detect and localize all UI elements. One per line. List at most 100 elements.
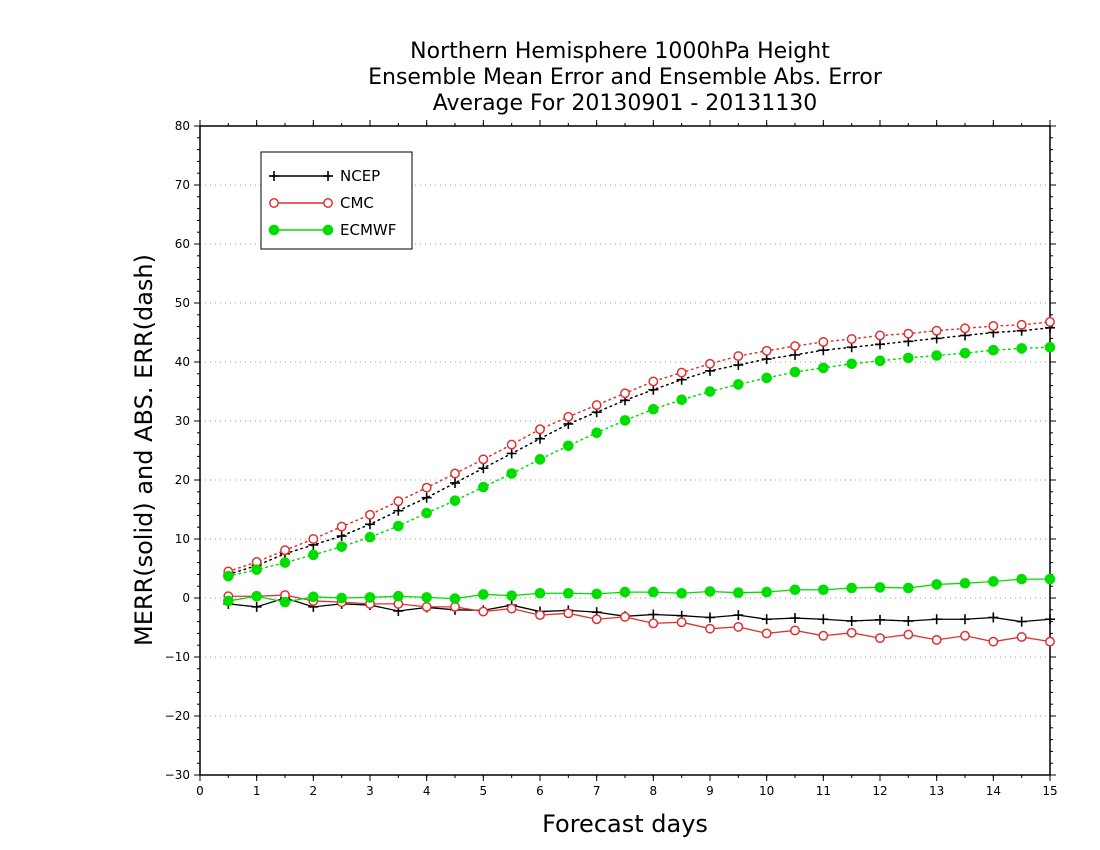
data-point-ecmwf-abs-err	[903, 352, 914, 364]
data-point-ecmwf-abs-err	[761, 372, 772, 384]
y-tick-label: 40	[175, 355, 190, 369]
data-point-ncep-merr	[761, 614, 772, 625]
data-point-ecmwf-merr	[874, 582, 886, 593]
data-point-ecmwf-abs-err	[619, 415, 631, 426]
legend-label: CMC	[340, 194, 374, 212]
data-point-ecmwf-abs-err	[931, 350, 942, 361]
title-line-1: Northern Hemisphere 1000hPa Height	[410, 39, 830, 64]
data-point-ecmwf-merr	[846, 582, 857, 594]
y-axis: 80 70 60 50 40 30 20 10 0 −10 −20 −30	[165, 119, 1056, 782]
data-point-ecmwf-merr	[789, 584, 801, 596]
data-point-cmc-merr	[563, 608, 574, 619]
data-point-ncep-merr	[931, 614, 942, 625]
data-point-cmc-abs-err	[790, 341, 800, 352]
data-point-cmc-abs-err	[875, 330, 885, 341]
data-point-ncep-abs-err	[535, 433, 545, 444]
y-tick-label: −10	[165, 650, 190, 664]
data-point-ncep-abs-err	[506, 448, 517, 459]
y-tick-label: 10	[175, 532, 190, 546]
data-point-ecmwf-merr	[223, 595, 234, 607]
data-point-cmc-abs-err	[365, 509, 375, 520]
data-point-ecmwf-merr	[251, 590, 262, 602]
data-point-ecmwf-merr	[534, 587, 546, 599]
series-line-ncep-merr	[228, 597, 1051, 623]
data-point-ecmwf-merr	[931, 579, 942, 590]
data-point-ncep-abs-err	[478, 463, 489, 474]
y-tick-label: 60	[175, 237, 190, 251]
legend-marker	[269, 198, 279, 208]
data-point-ecmwf-abs-err	[421, 507, 432, 519]
data-point-ecmwf-abs-err	[308, 549, 319, 561]
data-point-cmc-abs-err	[960, 323, 970, 334]
data-point-cmc-merr	[790, 625, 800, 636]
data-point-cmc-merr	[620, 611, 630, 622]
legend-marker	[268, 224, 280, 236]
x-tick-label: 1	[253, 784, 261, 798]
data-point-ncep-abs-err	[393, 505, 404, 516]
data-point-ncep-abs-err	[875, 339, 885, 350]
data-point-ncep-abs-err	[790, 349, 800, 360]
data-point-ecmwf-abs-err	[676, 394, 687, 406]
legend-item-ecmwf: ECMWF	[268, 221, 396, 239]
data-point-cmc-abs-err	[931, 325, 942, 336]
data-point-ecmwf-abs-err	[534, 454, 546, 465]
legend-box	[260, 151, 413, 250]
x-tick-label: 15	[1042, 784, 1057, 798]
data-point-cmc-abs-err	[393, 496, 404, 507]
data-point-ncep-abs-err	[336, 531, 347, 542]
data-point-cmc-abs-err	[478, 454, 489, 465]
data-point-cmc-merr	[988, 636, 999, 647]
data-point-cmc-merr	[846, 627, 857, 638]
data-point-ecmwf-merr	[563, 587, 574, 599]
data-point-ecmwf-merr	[421, 592, 432, 603]
data-point-ecmwf-abs-err	[733, 379, 744, 390]
x-tick-label: 10	[759, 784, 774, 798]
x-tick-label: 3	[366, 784, 374, 798]
data-point-cmc-merr	[535, 610, 545, 621]
data-point-ecmwf-abs-err	[818, 362, 829, 374]
legend-item-ncep: NCEP	[269, 167, 380, 185]
legend-marker	[322, 224, 334, 236]
data-point-ecmwf-abs-err	[704, 386, 716, 397]
data-point-ecmwf-merr	[393, 590, 404, 602]
x-tick-label: 14	[986, 784, 1001, 798]
data-point-cmc-merr	[903, 629, 914, 640]
data-point-cmc-abs-err	[705, 358, 715, 369]
data-point-ncep-merr	[988, 612, 999, 623]
y-tick-label: −30	[165, 768, 190, 782]
x-tick-label: 4	[423, 784, 431, 798]
data-point-ncep-merr	[733, 610, 744, 621]
data-point-cmc-merr	[1045, 636, 1055, 647]
legend-label: ECMWF	[340, 221, 396, 239]
y-tick-label: −20	[165, 709, 190, 723]
data-point-cmc-abs-err	[846, 334, 857, 344]
data-point-cmc-abs-err	[676, 367, 687, 378]
data-point-cmc-abs-err	[988, 321, 999, 331]
x-tick-label: 12	[872, 784, 887, 798]
data-point-ecmwf-merr	[336, 592, 347, 604]
data-point-ncep-merr	[251, 601, 262, 612]
data-point-ecmwf-abs-err	[789, 366, 801, 378]
y-tick-label: 70	[175, 178, 190, 192]
gridlines	[200, 184, 1050, 717]
data-point-ncep-merr	[960, 614, 970, 625]
data-point-ncep-merr	[846, 616, 857, 627]
data-point-cmc-abs-err	[280, 545, 290, 556]
x-tick-label: 5	[480, 784, 488, 798]
y-tick-label: 80	[175, 119, 190, 133]
data-point-ecmwf-merr	[648, 586, 659, 598]
data-point-ecmwf-abs-err	[478, 481, 489, 493]
legend-marker	[323, 198, 333, 208]
data-point-cmc-abs-err	[563, 411, 574, 422]
y-tick-label: 0	[182, 591, 190, 605]
data-point-ncep-abs-err	[733, 359, 744, 370]
data-point-ecmwf-merr	[449, 593, 461, 604]
data-point-cmc-merr	[931, 634, 942, 645]
data-point-cmc-abs-err	[620, 388, 630, 399]
x-axis-label: Forecast days	[542, 810, 708, 838]
data-point-ncep-merr	[818, 614, 829, 625]
series-line-cmc-merr	[228, 594, 1051, 643]
data-point-ecmwf-abs-err	[959, 347, 971, 359]
data-point-ecmwf-merr	[733, 587, 744, 598]
